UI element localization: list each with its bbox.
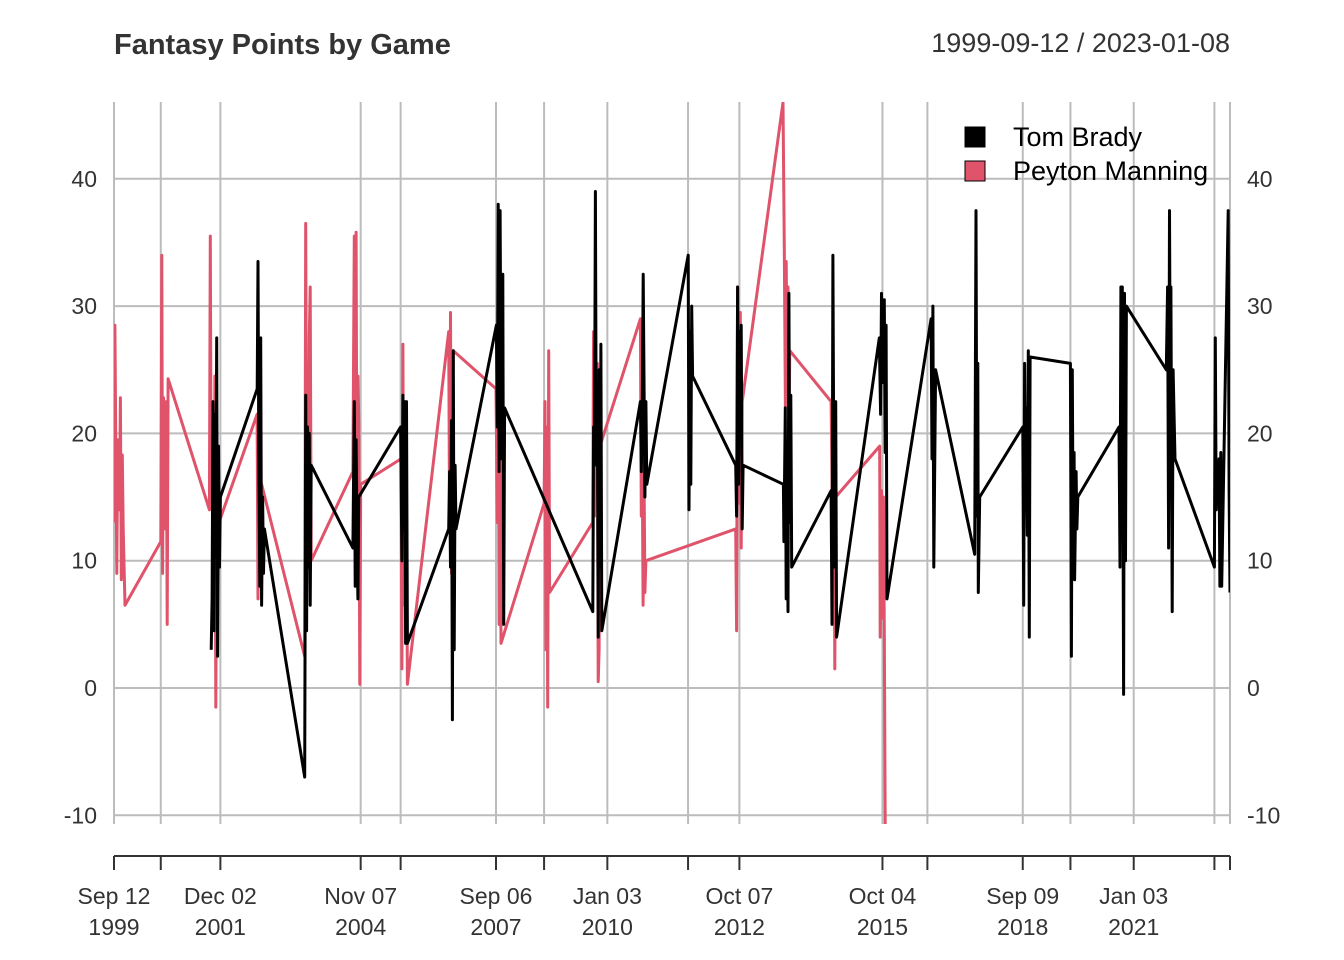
x-tick-label-year: 2001 <box>195 914 246 940</box>
x-tick-label-year: 2012 <box>714 914 765 940</box>
x-tick-label: Oct 07 <box>706 883 774 909</box>
y-tick-label: 40 <box>1247 166 1273 192</box>
x-tick-label-year: 2015 <box>857 914 908 940</box>
series-layer <box>114 102 1230 824</box>
y-tick-label: 30 <box>1247 293 1273 319</box>
x-tick-label: Dec 02 <box>184 883 257 909</box>
y-tick-label: 10 <box>1247 548 1273 574</box>
x-tick-label: Oct 04 <box>849 883 917 909</box>
series-line-peyton-manning <box>114 102 887 824</box>
x-tick-label-year: 2021 <box>1108 914 1159 940</box>
date-range-label: 1999-09-12 / 2023-01-08 <box>931 28 1230 58</box>
chart-title: Fantasy Points by Game <box>114 29 451 61</box>
horizontal-gridlines <box>114 177 1230 817</box>
legend-label: Tom Brady <box>1013 122 1143 152</box>
y-tick-labels-left: -10 0 10 20 30 40 <box>64 166 97 828</box>
y-tick-labels-right: -10 0 10 20 30 40 <box>1247 166 1280 828</box>
x-tick-label-year: 2004 <box>335 914 386 940</box>
y-tick-label: 0 <box>1247 675 1260 701</box>
x-tick-label: Sep 06 <box>460 883 533 909</box>
x-tick-label: Jan 03 <box>1099 883 1168 909</box>
x-tick-label: Nov 07 <box>324 883 397 909</box>
x-tick-label-year: 2010 <box>582 914 633 940</box>
y-tick-label: 10 <box>71 548 97 574</box>
x-tick-label: Jan 03 <box>573 883 642 909</box>
x-tick-label: Sep 12 <box>78 883 151 909</box>
y-tick-label: -10 <box>1247 802 1280 828</box>
x-tick-label-year: 1999 <box>88 914 139 940</box>
legend-swatch <box>964 160 986 182</box>
series-line-tom-brady <box>209 190 1230 779</box>
y-tick-label: 30 <box>71 293 97 319</box>
vertical-gridlines <box>113 102 1231 824</box>
x-tick-label: Sep 09 <box>986 883 1059 909</box>
y-tick-label: 0 <box>84 675 97 701</box>
x-tick-label-year: 2007 <box>470 914 521 940</box>
y-tick-label: -10 <box>64 802 97 828</box>
legend-swatch <box>964 126 986 148</box>
y-tick-label: 40 <box>71 166 97 192</box>
legend: Tom Brady Peyton Manning <box>964 122 1208 186</box>
x-tick-label-year: 2018 <box>997 914 1048 940</box>
x-axis: Sep 12 1999 Dec 02 2001 Nov 07 2004 Sep 06 2007… <box>78 855 1231 940</box>
y-tick-label: 20 <box>1247 420 1273 446</box>
y-tick-label: 20 <box>71 420 97 446</box>
legend-label: Peyton Manning <box>1013 156 1208 186</box>
